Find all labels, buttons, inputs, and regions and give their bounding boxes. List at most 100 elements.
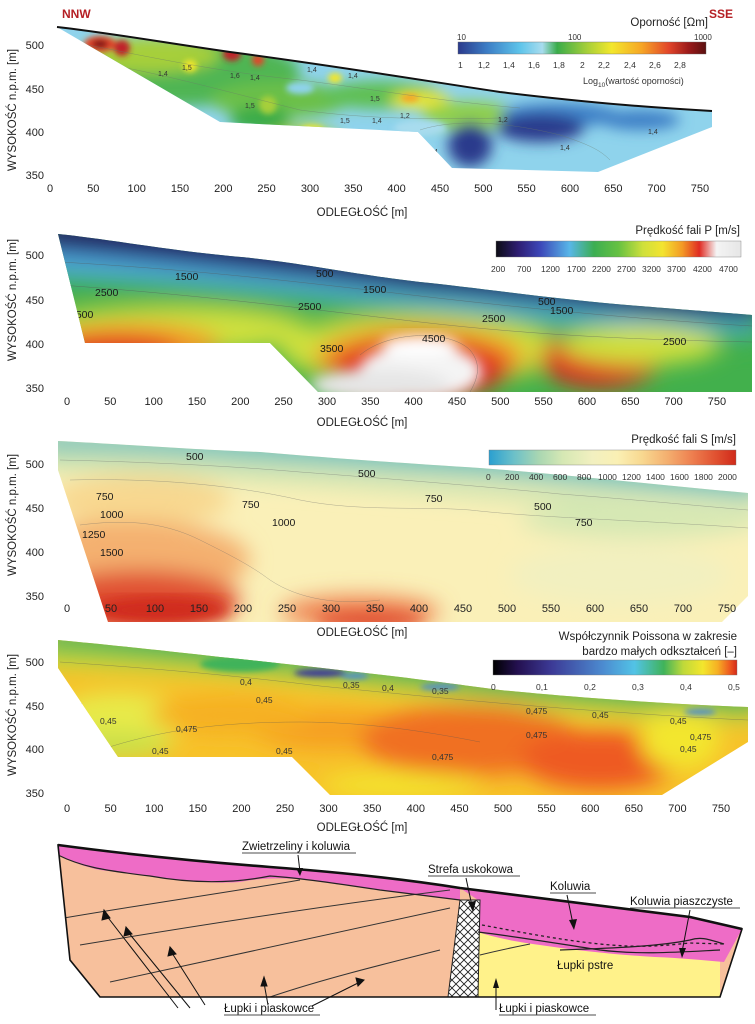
contour-label: 1500 [175,271,199,283]
x-tick-labels: 0 50 100 150 200 250 300 350 400 450 500 550 600 650 7… [64,396,726,408]
contour-label: 0,475 [176,724,198,734]
direction-sse-label: SSE [709,7,733,21]
x-tick-label: 0 [64,396,70,408]
contour-label: 1000 [272,517,296,529]
resistivity-panel: NNW SSE [6,7,733,219]
scale-tick-label: 1200 [541,264,560,274]
p-wave-colorbar [495,240,742,258]
y-tick-label: 350 [26,170,44,182]
x-tick-label: 150 [189,803,207,815]
s-wave-panel: 500 250 250 500 750 1000 750 500 1250 75… [6,434,748,639]
contour-label: 0,35 [343,680,360,690]
x-tick-label: 350 [361,396,379,408]
contour-label: 1500 [550,305,574,317]
x-tick-label: 700 [674,603,692,615]
x-tick-label: 550 [517,183,535,195]
x-tick-label: 300 [318,396,336,408]
scale-tick-label: 3700 [667,264,686,274]
poisson-panel: 0,45 0,4 0,35 0,4 0,35 0,45 0,45 0,475 0… [6,631,748,834]
contour-label: 0,45 [680,744,697,754]
y-tick-label: 400 [26,127,44,139]
x-tick-label: 650 [621,396,639,408]
scale-tick-label: 1,6 [528,60,540,70]
x-tick-label: 200 [214,183,232,195]
contour-label: 1,4 [348,73,358,80]
scale-tick-label: 200 [505,472,519,482]
x-tick-label: 600 [586,603,604,615]
contour-label: 1,2 [400,113,410,120]
scale-tick-label: 2,4 [624,60,636,70]
direction-nnw-label: NNW [62,7,91,21]
y-tick-label: 350 [26,591,44,603]
contour-label: 750 [425,493,443,505]
x-tick-label: 150 [188,396,206,408]
x-axis-label: ODLEGŁOŚĆ [m] [317,416,408,429]
x-tick-label: 200 [231,396,249,408]
scale-tick-label: 1,8 [553,60,565,70]
x-tick-label: 400 [387,183,405,195]
y-tick-label: 450 [26,503,44,515]
contour-label: 2500 [663,336,687,348]
scale-top-label: 10 [457,33,466,42]
contour-label: 0,45 [88,734,105,744]
y-tick-label: 500 [26,459,44,471]
scale-top-label: 100 [568,33,582,42]
contour-label: 0,45 [276,746,293,756]
contour-label: 1,4 [372,118,382,125]
scale-tick-label: 0 [486,472,491,482]
x-tick-label: 750 [718,603,736,615]
x-tick-label: 350 [363,803,381,815]
contour-label: 1,4 [307,67,317,74]
x-tick-label: 300 [319,803,337,815]
contour-label: 0,45 [670,716,687,726]
poisson-legend-title-line2: bardzo małych odkształceń [–] [582,646,737,658]
scale-tick-label: 4200 [693,264,712,274]
contour-label: 1,6 [230,73,240,80]
poisson-contour-labels: 0,45 0,4 0,35 0,4 0,35 0,45 0,45 0,475 0… [66,677,712,762]
x-tick-label: 600 [578,396,596,408]
y-tick-label: 450 [26,295,44,307]
scale-tick-label: 800 [577,472,591,482]
x-tick-label: 700 [647,183,665,195]
x-tick-label: 550 [542,603,560,615]
x-tick-label: 750 [708,396,726,408]
y-tick-label: 450 [26,84,44,96]
contour-label: 1,5 [340,118,350,125]
y-axis-label: WYSOKOŚĆ n.p.m. [m] [6,454,19,576]
scale-tick-label: 1200 [622,472,641,482]
p-wave-contour-labels: 1500 1500 500 500 1500 2500 2500 2500 25… [70,268,687,355]
contour-label: 500 [316,268,334,280]
x-tick-label: 0 [47,183,53,195]
y-axis-label: WYSOKOŚĆ n.p.m. [m] [6,654,19,776]
x-tick-label: 50 [87,183,99,195]
s-wave-axes: WYSOKOŚĆ n.p.m. [m] 500 450 400 350 0 50 1… [6,454,736,639]
x-tick-label: 650 [630,603,648,615]
poisson-axes: WYSOKOŚĆ n.p.m. [m] 500 450 400 350 0 50 1… [6,654,730,834]
y-tick-label: 400 [26,547,44,559]
contour-label: 0,35 [432,686,449,696]
contour-label: 0,475 [526,730,548,740]
contour-label: 3500 [70,309,94,321]
shales-sandstones-label-right: Łupki i piaskowce [499,1003,589,1015]
geological-section: Zwietrzeliny i koluwia Strefa uskokowa K… [57,841,744,1016]
fault-zone-label: Strefa uskokowa [428,864,514,876]
contour-label: 2500 [95,287,119,299]
x-tick-labels: 0 50 100 150 200 250 300 350 400 450 500 550 600 650 7… [64,803,730,815]
x-tick-label: 150 [171,183,189,195]
scale-tick-label: 4700 [719,264,738,274]
bedding-lines [63,879,531,997]
x-tick-label: 100 [145,396,163,408]
contour-label: 500 [534,501,552,513]
contour-label: 1500 [363,284,387,296]
x-tick-label: 300 [322,603,340,615]
scale-tick-label: 2 [580,60,585,70]
scale-tick-label: 3200 [642,264,661,274]
scale-tick-label: 1600 [670,472,689,482]
x-axis-label: ODLEGŁOŚĆ [m] [317,626,408,639]
x-tick-label: 600 [561,183,579,195]
variegated-shales-unit [478,932,720,997]
contour-label: 0,475 [526,706,548,716]
y-tick-label: 500 [26,250,44,262]
x-tick-label: 450 [454,603,472,615]
x-tick-label: 500 [498,603,516,615]
